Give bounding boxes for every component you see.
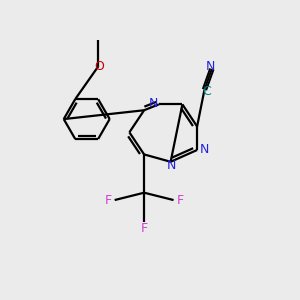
Text: C: C [202,85,211,98]
Text: N: N [149,97,158,110]
Text: N: N [206,60,215,73]
Text: F: F [105,194,112,207]
Text: O: O [94,60,104,73]
Text: N: N [200,143,209,157]
Text: F: F [176,194,184,207]
Text: N: N [167,159,176,172]
Text: F: F [140,221,148,235]
